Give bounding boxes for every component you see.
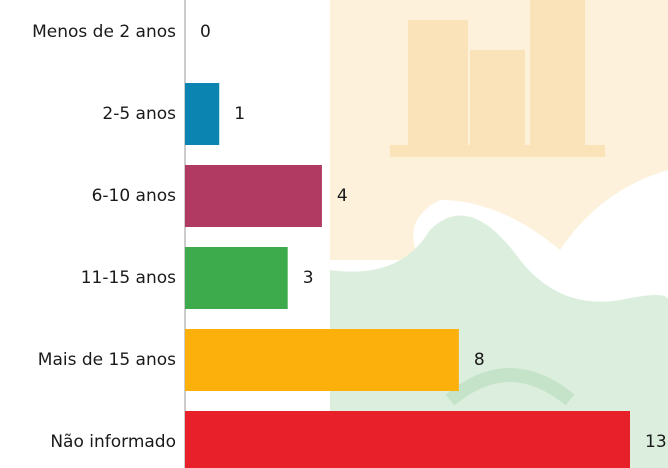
value-label: 0 bbox=[200, 22, 211, 42]
category-label: Mais de 15 anos bbox=[38, 350, 176, 370]
value-label: 1 bbox=[234, 104, 245, 124]
value-label: 4 bbox=[337, 186, 348, 206]
category-label: 6-10 anos bbox=[92, 186, 177, 206]
bar bbox=[185, 247, 288, 309]
bar bbox=[185, 83, 219, 145]
category-label: 2-5 anos bbox=[102, 104, 176, 124]
value-label: 13 bbox=[645, 432, 667, 452]
value-label: 3 bbox=[303, 268, 314, 288]
bar bbox=[185, 411, 630, 468]
category-label: Menos de 2 anos bbox=[32, 22, 176, 42]
watermark bbox=[330, 0, 668, 468]
category-label: 11-15 anos bbox=[81, 268, 176, 288]
bar bbox=[185, 329, 459, 391]
value-label: 8 bbox=[474, 350, 485, 370]
chart: Menos de 2 anos 0 2-5 anos 1 6-10 anos 4 11-15… bbox=[0, 0, 668, 468]
page: Menos de 2 anos 0 2-5 anos 1 6-10 anos 4 11-15… bbox=[0, 0, 668, 468]
bar bbox=[185, 165, 322, 227]
category-label: Não informado bbox=[50, 432, 176, 452]
